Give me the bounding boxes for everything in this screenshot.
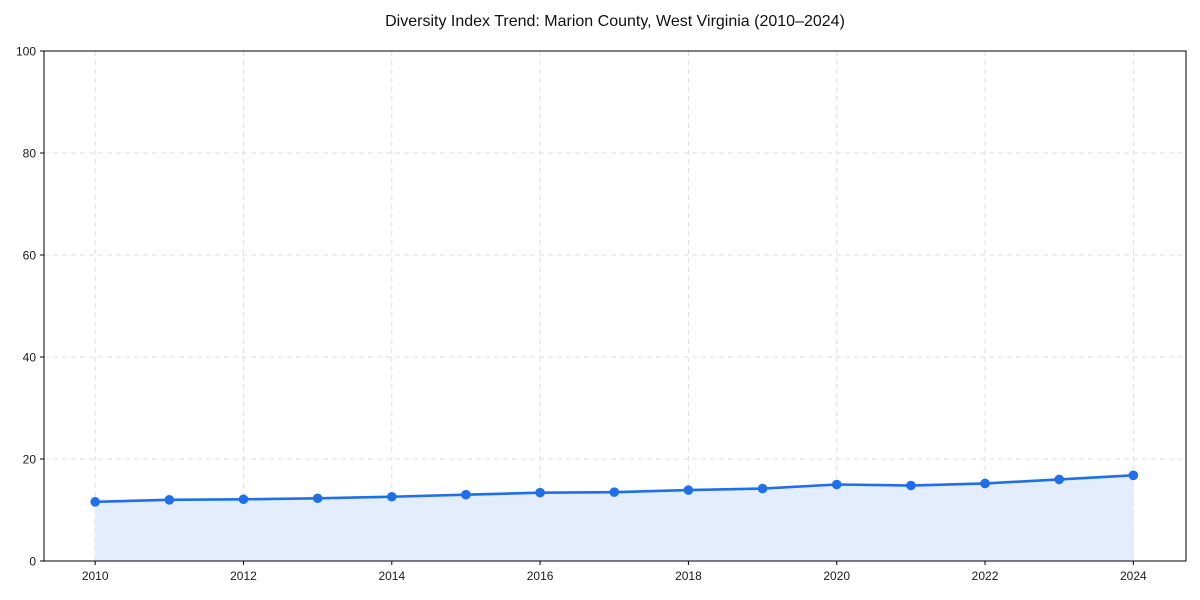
x-tick-label: 2018 [675,569,702,583]
y-tick-label: 20 [23,453,37,467]
data-point [535,487,545,498]
plot-border [43,50,1187,562]
x-tick-label: 2024 [1120,569,1147,583]
data-point [831,479,842,490]
data-point [312,493,323,504]
data-point [1054,474,1064,485]
x-tick-label: 2022 [972,569,999,583]
x-tick-label: 2014 [378,569,405,583]
data-point [906,480,916,491]
y-tick-label: 80 [23,147,37,161]
data-point [1128,470,1139,481]
y-tick-label: 0 [29,555,36,569]
x-tick-label: 2010 [82,569,109,583]
x-tick-label: 2020 [823,569,850,583]
data-point [386,491,397,502]
y-tick-label: 100 [16,45,36,59]
data-point [683,485,694,495]
x-tick-label: 2016 [527,569,554,583]
data-point [609,487,620,497]
area-fill [95,475,1134,561]
data-point [238,494,249,505]
data-point [980,478,990,489]
data-point [461,489,471,500]
data-point [757,483,768,494]
data-point [164,495,175,505]
x-axis: 2010 2012 2014 2016 2018 2020 2022 2024 [82,561,1147,583]
chart-title: Diversity Index Trend: Marion County, We… [385,13,845,30]
x-tick-label: 2012 [230,569,257,583]
data-points [90,470,1139,507]
y-tick-label: 60 [23,249,37,263]
data-point [90,497,100,507]
y-axis: 0 20 40 60 80 100 [16,45,44,569]
gridlines [44,51,1186,561]
y-tick-label: 40 [23,351,37,365]
